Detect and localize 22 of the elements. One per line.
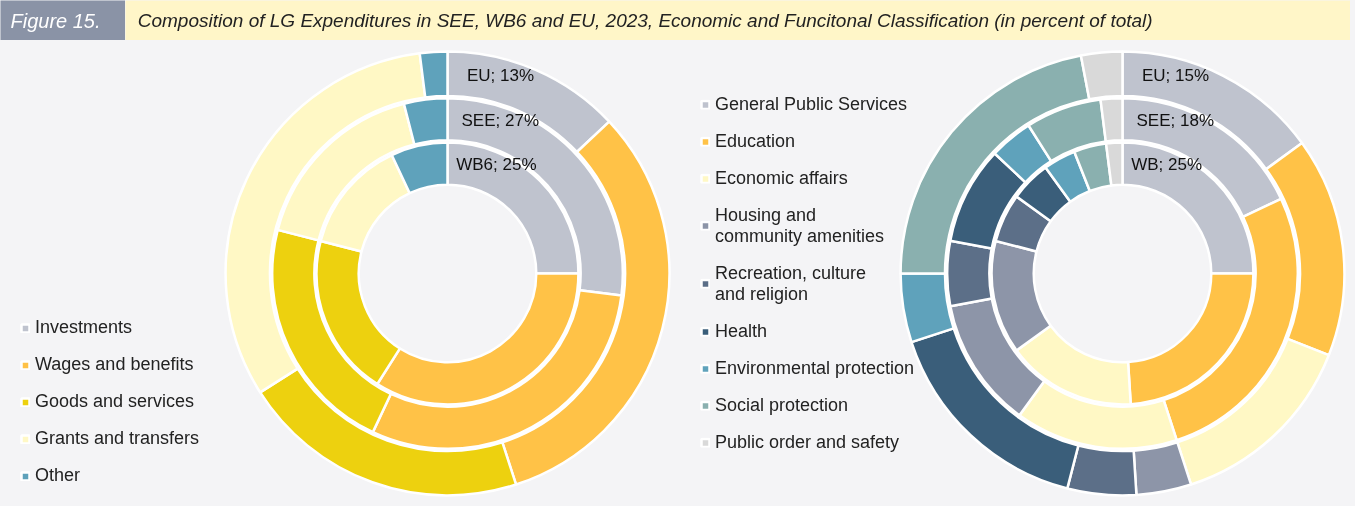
chart-subtitle: Composition of LG Expenditures in SEE, WB6 and EU, 2023, Economic and Funcitonal Classification (in percent of total): [137, 10, 1153, 31]
legend-label: Investments: [35, 317, 133, 338]
data-label: WB; 25%: [1131, 154, 1203, 174]
legend-label: Grants and transfers: [35, 428, 200, 449]
data-label: EU; 13%: [466, 65, 535, 85]
legend-label: General Public Services: [715, 93, 908, 115]
data-label: WB6; 25%: [456, 154, 537, 174]
legend-label: Other: [35, 465, 81, 486]
legend-label: Goods and services: [35, 391, 195, 412]
data-label: SEE; 27%: [461, 110, 540, 130]
data-label: SEE; 18%: [1136, 110, 1215, 130]
legend-label: Education: [715, 130, 796, 152]
chart-title: Figure 15.: [10, 9, 101, 32]
legend-label: Recreation, culture and religion: [715, 262, 867, 305]
legend-label: Health: [715, 320, 768, 342]
legend-label: Economic affairs: [715, 167, 848, 189]
legend-label: Public order and safety: [715, 431, 900, 453]
legend-label: Environmental protection: [715, 357, 915, 379]
data-label: EU; 15%: [1141, 65, 1210, 85]
legend-label: Wages and benefits: [35, 354, 194, 375]
legend-label: Social protection: [715, 394, 849, 416]
legend-label: Housing and community amenities: [715, 204, 885, 247]
